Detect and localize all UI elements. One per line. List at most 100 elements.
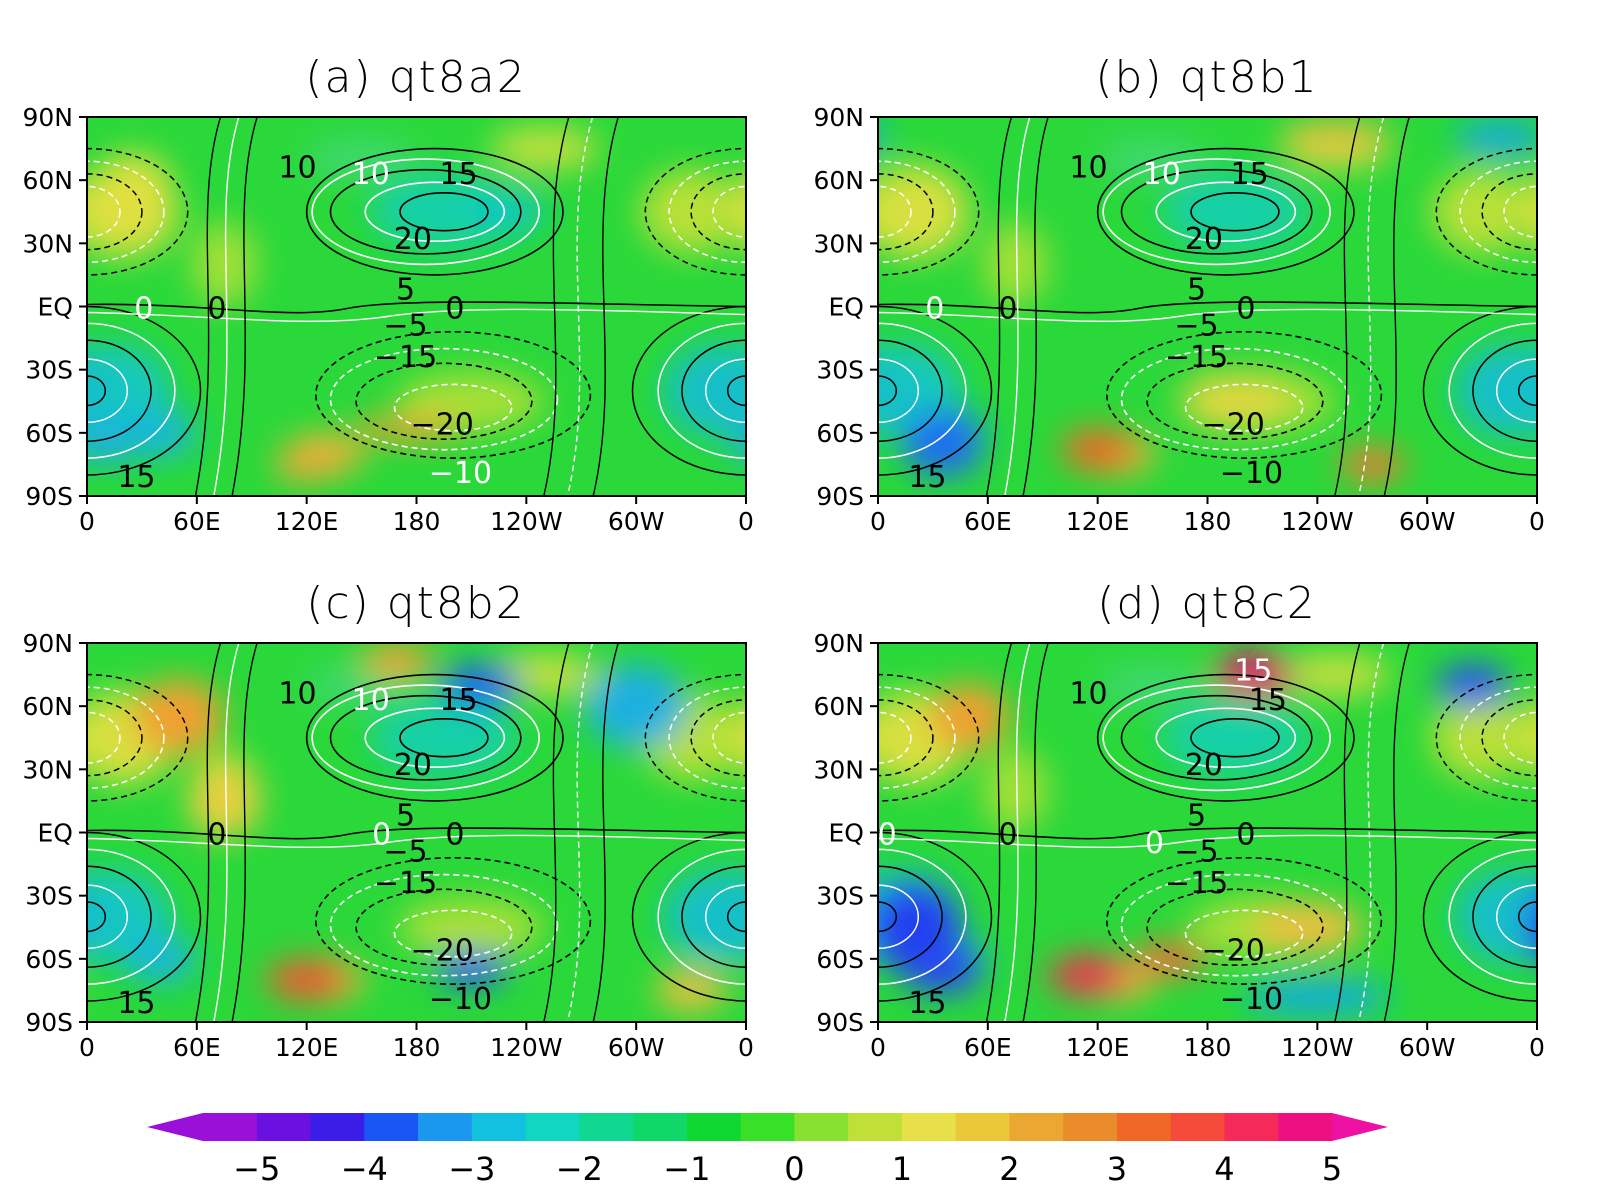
contour-line [878, 301, 1537, 314]
field-anomaly-patch [1454, 344, 1537, 438]
contour-label: 0 [445, 292, 464, 327]
contour-label: 0 [925, 292, 944, 327]
contour-line [644, 673, 746, 802]
field-anomaly-patch [87, 350, 115, 431]
contour-line [1459, 160, 1537, 264]
contour-line [726, 901, 746, 933]
contour-line [329, 347, 559, 451]
contour-label: 10 [352, 157, 390, 192]
field-anomaly-patch [370, 699, 518, 776]
panel-a-field [87, 117, 746, 496]
panel-c-title: (c) qt8b2 [306, 578, 526, 629]
contour-label: −20 [410, 933, 473, 968]
colorbar-segment [579, 1113, 634, 1141]
x-tick-label: 120W [1281, 1033, 1353, 1062]
y-tick-label: 60S [25, 945, 73, 974]
contour-label: 0 [207, 292, 226, 327]
panel-b-axes: 0 60E 120E 180 120W 60W 0 90N 60N 30N EQ 30S 60S 90S [813, 103, 1544, 536]
contour-line [1503, 185, 1537, 238]
contour-line [543, 643, 570, 1022]
colorbar-label: 5 [1322, 1150, 1342, 1188]
contour-label: −10 [1220, 456, 1283, 491]
contour-line [1102, 158, 1331, 266]
contour-line [543, 117, 570, 496]
field-anomaly-patch [132, 678, 225, 755]
contour-label: 15 [908, 460, 946, 495]
contour-line [1120, 873, 1350, 977]
contour-line [592, 117, 619, 496]
contour-line [592, 643, 619, 1022]
field-anomaly-patch [352, 415, 463, 442]
y-tick-label: 60N [22, 166, 73, 195]
contour-line [1022, 643, 1049, 1022]
contour-label: 15 [440, 683, 478, 718]
x-tick-label: 120W [490, 1033, 562, 1062]
x-tick-label: 60W [608, 1033, 665, 1062]
contour-label: 20 [1185, 748, 1223, 783]
contour-line [878, 827, 1537, 840]
field-anomaly-patch [1061, 428, 1135, 471]
colorbar-segment [955, 1113, 1010, 1141]
contour-line [213, 117, 240, 496]
field-anomaly-patch [929, 683, 1010, 751]
contour-line [1190, 192, 1280, 232]
y-tick-label: 30N [813, 229, 864, 258]
panel-b-title: (b) qt8b1 [1095, 52, 1318, 103]
field-anomaly-patch [398, 897, 545, 957]
colorbar-segment [740, 1113, 795, 1141]
contour-line [87, 848, 176, 985]
contour-line [194, 643, 222, 1022]
panel-a-title: (a) qt8a2 [305, 52, 526, 103]
contour-label: −10 [429, 982, 492, 1017]
y-tick-label: 30S [816, 882, 864, 911]
colorbar-label: 0 [784, 1150, 804, 1188]
field-anomaly-patch [1454, 121, 1537, 155]
colorbar: −5 −4 −3 −2 −1 0 1 2 3 4 5 [147, 1113, 1388, 1188]
x-tick-label: 60E [964, 1033, 1012, 1062]
colorbar-label: 4 [1214, 1150, 1234, 1188]
field-anomaly-patch [1134, 941, 1208, 976]
y-tick-label: 30N [813, 755, 864, 784]
contour-line [1155, 181, 1297, 243]
x-tick-label: 60W [1399, 507, 1456, 536]
x-tick-label: 0 [870, 507, 886, 536]
field-anomaly-patch [87, 876, 115, 957]
colorbar-segment [633, 1113, 688, 1141]
contour-line [1517, 375, 1537, 407]
colorbar-segment [1009, 1113, 1064, 1141]
y-tick-label: 30N [22, 755, 73, 784]
contour-line [1004, 643, 1031, 1022]
x-tick-label: 60E [964, 507, 1012, 536]
contour-line [87, 358, 129, 424]
y-tick-label: 60S [816, 419, 864, 448]
contour-line [1459, 686, 1537, 790]
y-tick-label: 90S [25, 482, 73, 511]
contour-line [364, 181, 506, 243]
contour-line [726, 375, 746, 407]
contour-line [1190, 717, 1280, 758]
contour-line [87, 160, 165, 264]
contour-line [1120, 347, 1350, 451]
field-anomaly-patch [878, 350, 906, 431]
contour-line [393, 383, 513, 432]
contour-label: −5 [383, 308, 427, 343]
field-anomaly-patch [901, 409, 983, 478]
contour-line [644, 147, 746, 276]
contour-label: −15 [374, 340, 437, 375]
contour-line [311, 684, 540, 792]
contour-label: −20 [410, 407, 473, 442]
panel-d-axes: 0 60E 120E 180 120W 60W 0 90N 60N 30N EQ 30S 60S 90S [813, 629, 1544, 1062]
contour-line [1435, 673, 1537, 802]
field-anomaly-patch [187, 763, 261, 839]
y-tick-label: 30S [816, 356, 864, 385]
contour-line [1004, 117, 1031, 496]
contour-line [87, 831, 202, 1002]
contour-line [878, 305, 993, 476]
colorbar-segment [1063, 1113, 1118, 1141]
y-tick-label: 30S [25, 882, 73, 911]
contour-line [87, 865, 152, 968]
contour-label: −5 [383, 834, 427, 869]
contour-line [87, 827, 746, 840]
